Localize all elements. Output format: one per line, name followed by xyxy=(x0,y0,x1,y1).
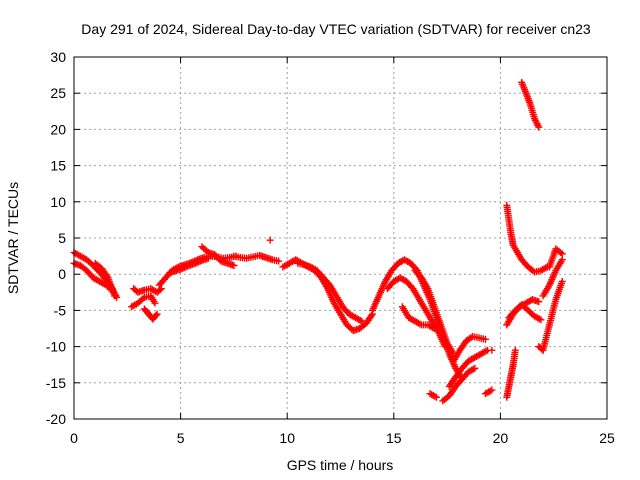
x-axis-ticks: 0 5 10 15 20 25 xyxy=(70,57,615,446)
data-point xyxy=(529,267,537,275)
data-point xyxy=(535,123,543,131)
data-point xyxy=(416,320,424,328)
data-point xyxy=(511,346,519,354)
series-sat-track-20 xyxy=(439,364,479,405)
series-sat-track-21 xyxy=(426,390,440,401)
y-tick-label: 20 xyxy=(50,121,66,137)
series-sat-track-32 xyxy=(545,245,566,271)
data-marks xyxy=(70,78,566,405)
data-point xyxy=(557,249,565,257)
y-tick-label: 0 xyxy=(58,266,66,282)
data-point xyxy=(535,298,543,306)
y-tick-label: 5 xyxy=(58,230,66,246)
data-point xyxy=(230,262,238,270)
data-point xyxy=(367,312,375,320)
series-sat-track-25 xyxy=(503,346,519,401)
y-tick-label: 15 xyxy=(50,158,66,174)
data-point xyxy=(488,386,496,394)
series-sat-track-6 xyxy=(140,305,161,323)
data-point xyxy=(429,324,437,332)
data-point xyxy=(432,393,440,401)
data-point xyxy=(358,317,366,325)
series-sat-track-3 xyxy=(91,259,119,300)
data-point xyxy=(156,286,164,294)
series-sat-track-28 xyxy=(518,78,543,131)
x-tick-label: 15 xyxy=(386,430,402,446)
grid-lines xyxy=(74,57,607,419)
series-sat-track-19 xyxy=(445,346,492,390)
y-tick-label: -20 xyxy=(46,411,66,427)
data-point xyxy=(542,264,550,272)
chart-title: Day 291 of 2024, Sidereal Day-to-day VTE… xyxy=(81,21,591,37)
data-point xyxy=(537,316,545,324)
data-point xyxy=(482,347,490,355)
data-point xyxy=(471,364,479,372)
data-point xyxy=(151,299,159,307)
data-point xyxy=(535,315,543,323)
y-axis-ticks: -20 -15 -10 -5 0 5 10 15 20 25 30 xyxy=(46,49,607,427)
series-sat-track-17 xyxy=(411,267,457,358)
data-point xyxy=(558,277,566,285)
series-sat-track-8 xyxy=(166,254,212,277)
data-point xyxy=(139,295,147,303)
data-point xyxy=(486,387,494,395)
y-tick-label: -10 xyxy=(46,339,66,355)
series-sat-track-30 xyxy=(539,277,566,354)
series-sat-track-27 xyxy=(505,301,545,324)
data-point xyxy=(431,392,439,400)
data-point xyxy=(157,285,165,293)
data-point xyxy=(103,272,111,280)
x-tick-label: 20 xyxy=(493,430,509,446)
series-sat-track-16 xyxy=(398,303,438,332)
series-sat-track-5 xyxy=(128,292,159,311)
data-point xyxy=(179,264,187,272)
data-point xyxy=(275,257,283,265)
x-axis-label: GPS time / hours xyxy=(287,457,394,473)
data-point xyxy=(481,335,489,343)
data-point xyxy=(192,259,200,267)
data-point xyxy=(184,262,192,270)
data-point xyxy=(266,236,274,244)
data-point xyxy=(356,316,364,324)
x-tick-label: 5 xyxy=(177,430,185,446)
data-point xyxy=(488,346,496,354)
y-tick-label: 30 xyxy=(50,49,66,65)
data-point xyxy=(193,259,201,267)
data-point xyxy=(196,257,204,265)
series-sat-track-7 xyxy=(155,252,240,289)
y-tick-label: 25 xyxy=(50,85,66,101)
y-axis-label: SDTVAR / TECUs xyxy=(5,182,21,294)
data-point xyxy=(153,310,161,318)
series-sat-track-10 xyxy=(230,251,283,265)
data-point xyxy=(430,325,438,332)
data-point xyxy=(180,264,188,272)
y-tick-label: -5 xyxy=(54,302,67,318)
x-tick-label: 25 xyxy=(599,430,615,446)
y-tick-label: 10 xyxy=(50,194,66,210)
series-sat-track-4 xyxy=(130,285,165,296)
y-tick-label: -15 xyxy=(46,375,66,391)
series-sat-track-31 xyxy=(539,256,566,300)
series-sat-track-22 xyxy=(481,386,496,398)
data-point xyxy=(195,258,203,266)
data-point xyxy=(111,292,119,300)
x-tick-label: 10 xyxy=(279,430,295,446)
plot-frame xyxy=(73,56,608,420)
series-sat-track-13 xyxy=(294,259,366,325)
x-tick-label: 0 xyxy=(70,430,78,446)
series-sat-track-18 xyxy=(449,332,489,365)
data-point xyxy=(558,250,566,258)
series-sat-track-9 xyxy=(198,243,238,270)
series-sat-track-26 xyxy=(503,296,543,329)
series-sat-track-11 xyxy=(266,236,274,244)
data-point xyxy=(182,263,190,271)
data-point xyxy=(469,365,477,373)
series-sat-track-24 xyxy=(503,201,551,276)
data-point xyxy=(152,311,160,319)
series-sat-track-23 xyxy=(488,346,496,354)
